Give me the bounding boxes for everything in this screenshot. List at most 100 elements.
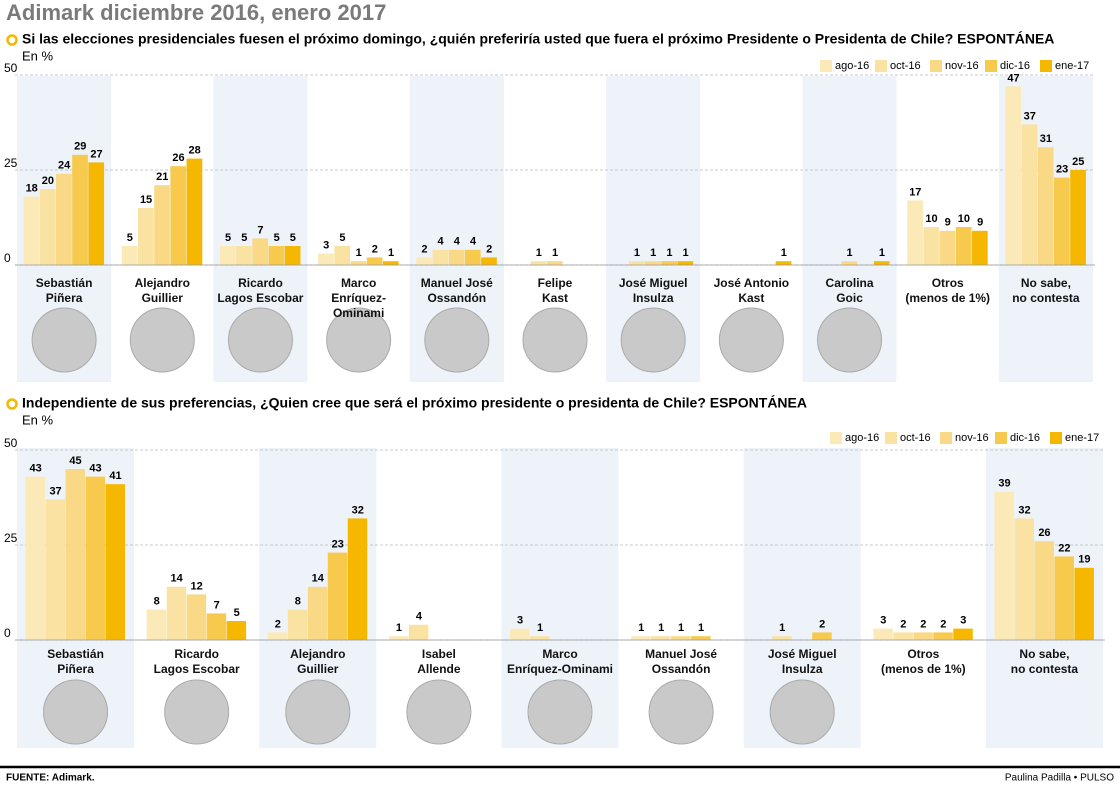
value-label: 1 xyxy=(846,247,852,259)
bar xyxy=(1005,86,1022,266)
value-label: 31 xyxy=(1040,133,1052,145)
value-label: 5 xyxy=(241,232,247,244)
legend-label: dic-16 xyxy=(1010,432,1040,444)
value-label: 2 xyxy=(275,618,281,630)
bar xyxy=(432,249,449,265)
portrait xyxy=(817,307,883,373)
bar xyxy=(252,238,269,265)
bar xyxy=(350,261,367,265)
bar xyxy=(1037,147,1054,265)
value-label: 1 xyxy=(698,622,704,634)
value-label: 4 xyxy=(454,236,461,248)
value-label: 37 xyxy=(1024,110,1036,122)
value-label: 2 xyxy=(940,618,946,630)
y-tick-label: 0 xyxy=(4,251,11,265)
bar xyxy=(23,196,40,265)
x-tick-label: Manuel José Ossandón xyxy=(645,647,718,676)
value-label: 3 xyxy=(323,240,329,252)
value-label: 8 xyxy=(295,596,301,608)
value-label: 1 xyxy=(536,247,542,259)
value-label: 14 xyxy=(312,573,325,585)
portrait xyxy=(522,307,588,373)
x-tick-label: Alejandro Guillier xyxy=(134,276,190,305)
legend-label: ago-16 xyxy=(835,60,869,72)
y-tick-label: 50 xyxy=(4,61,18,75)
bar xyxy=(219,246,236,265)
legend-swatch xyxy=(820,60,832,72)
x-tick-label: José Antonio Kast xyxy=(713,276,790,305)
portrait xyxy=(718,307,784,373)
bar xyxy=(953,628,973,640)
value-label: 20 xyxy=(42,175,54,187)
legend-label: oct-16 xyxy=(900,432,931,444)
value-label: 5 xyxy=(234,607,240,619)
bar xyxy=(772,636,792,640)
bar xyxy=(166,586,187,640)
value-label: 1 xyxy=(678,622,684,634)
x-tick-label: Felipe Kast xyxy=(537,276,573,305)
value-label: 7 xyxy=(214,599,220,611)
value-label: 2 xyxy=(900,618,906,630)
x-tick-label: Marco Enríquez-Ominami xyxy=(331,276,386,320)
bar xyxy=(530,636,550,640)
bar xyxy=(913,632,933,640)
bar xyxy=(121,246,138,265)
value-label: 23 xyxy=(332,539,344,551)
portrait xyxy=(164,679,230,745)
value-label: 5 xyxy=(225,232,231,244)
value-label: 32 xyxy=(1018,504,1030,516)
legend-label: ene-17 xyxy=(1055,60,1089,72)
bar xyxy=(287,609,308,640)
bar xyxy=(137,208,154,265)
chart-subtitle: En % xyxy=(22,412,54,427)
x-tick-label: Carolina Goic xyxy=(825,276,874,305)
value-label: 1 xyxy=(552,247,558,259)
bar xyxy=(307,586,328,640)
bar xyxy=(334,246,351,265)
bar xyxy=(661,261,677,265)
bar xyxy=(105,484,126,640)
value-label: 2 xyxy=(372,243,378,255)
value-label: 21 xyxy=(156,171,168,183)
x-tick-label: José Miguel Insulza xyxy=(767,647,837,676)
value-label: 24 xyxy=(58,160,71,172)
value-label: 4 xyxy=(416,611,423,623)
value-label: 2 xyxy=(920,618,926,630)
portrait xyxy=(424,307,490,373)
bar xyxy=(388,636,409,640)
value-label: 19 xyxy=(1078,554,1090,566)
x-tick-label: Alejandro Guillier xyxy=(290,647,346,676)
bullet xyxy=(6,398,18,410)
value-label: 5 xyxy=(127,232,133,244)
bar xyxy=(1014,518,1034,640)
source: FUENTE: Adimark. xyxy=(6,773,95,784)
value-label: 5 xyxy=(274,232,280,244)
value-label: 9 xyxy=(977,217,983,229)
x-tick-label: José Miguel Insulza xyxy=(618,276,688,305)
bar xyxy=(651,636,671,640)
portrait xyxy=(620,307,686,373)
bar xyxy=(85,476,106,640)
y-tick-label: 25 xyxy=(4,156,18,170)
legend-swatch xyxy=(1040,60,1052,72)
x-tick-label: Ricardo Lagos Escobar xyxy=(153,647,240,676)
value-label: 1 xyxy=(638,622,644,634)
value-label: 43 xyxy=(29,463,41,475)
bar xyxy=(775,261,792,265)
bar xyxy=(88,162,105,265)
value-label: 1 xyxy=(779,622,785,634)
value-label: 1 xyxy=(683,247,689,259)
bar xyxy=(186,594,207,640)
legend-swatch xyxy=(1050,432,1062,444)
value-label: 10 xyxy=(925,213,937,225)
value-label: 1 xyxy=(658,622,664,634)
value-label: 47 xyxy=(1007,72,1019,84)
value-label: 15 xyxy=(140,194,152,206)
bar xyxy=(72,154,88,265)
value-label: 3 xyxy=(880,615,886,627)
legend-label: dic-16 xyxy=(1000,60,1030,72)
bar xyxy=(873,261,890,265)
bar xyxy=(236,246,252,265)
bar xyxy=(893,632,913,640)
